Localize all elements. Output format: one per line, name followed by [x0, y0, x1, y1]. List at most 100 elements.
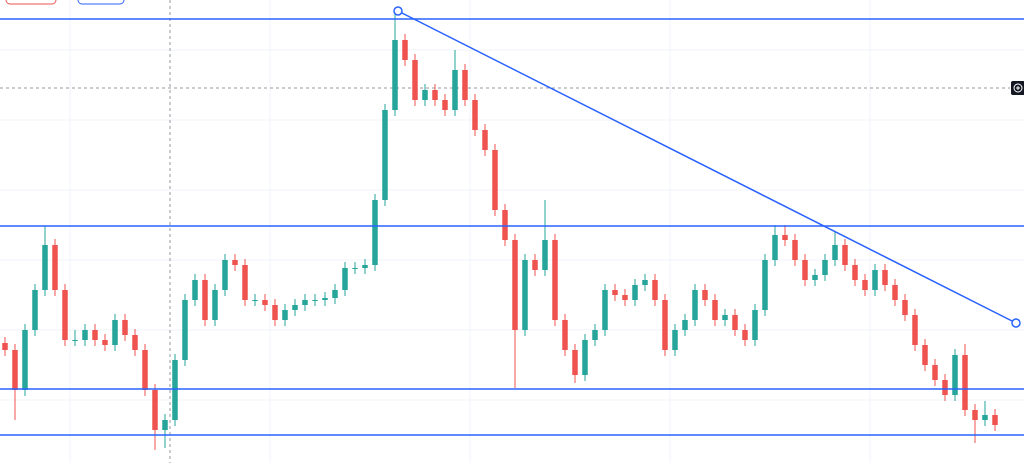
candles	[2, 11, 998, 450]
candle-body	[202, 280, 208, 320]
candle-body	[872, 270, 878, 290]
candle-body	[592, 330, 598, 340]
candle-body	[982, 415, 988, 420]
candle-body	[852, 265, 858, 280]
candle-body	[632, 285, 638, 300]
candle-body	[692, 290, 698, 320]
candle-body	[752, 310, 758, 340]
candle-body	[102, 340, 108, 345]
candle-body	[162, 420, 168, 430]
candle-body	[442, 100, 448, 110]
candle-body	[422, 90, 428, 100]
trend-line-handle	[1011, 318, 1021, 328]
candle-body	[332, 290, 338, 298]
candle-body	[282, 310, 288, 320]
candle-body	[182, 300, 188, 360]
candle-body	[672, 330, 678, 350]
candle-body	[552, 240, 558, 320]
candle-body	[612, 290, 618, 295]
candle-body	[532, 260, 538, 270]
add-button[interactable]	[1011, 81, 1024, 95]
candle-body	[582, 340, 588, 375]
candle-body	[232, 260, 238, 265]
candle-body	[912, 315, 918, 345]
candle-body	[272, 305, 278, 320]
candle-body	[402, 40, 408, 60]
candle-body	[342, 268, 348, 290]
candle-body	[392, 40, 398, 110]
candle-body	[192, 280, 198, 300]
candle-body	[2, 343, 8, 350]
buy-button[interactable]	[77, 0, 125, 5]
candle-body	[292, 305, 298, 310]
candle-body	[812, 275, 818, 280]
candle-body	[152, 390, 158, 430]
candle-body	[362, 265, 368, 268]
candle-body	[932, 365, 938, 380]
toolbar-buttons[interactable]	[5, 0, 125, 5]
candle-body	[82, 330, 88, 340]
candle-body	[952, 355, 958, 395]
candle-body	[132, 335, 138, 350]
drawings	[0, 6, 1024, 436]
candle-body	[492, 150, 498, 210]
candle-body	[802, 260, 808, 280]
candle-body	[172, 360, 178, 420]
candle-body	[682, 320, 688, 330]
candle-body	[882, 270, 888, 285]
candle-body	[312, 300, 318, 301]
candle-body	[212, 290, 218, 320]
candle-body	[32, 290, 38, 330]
candle-body	[412, 60, 418, 100]
candle-body	[792, 240, 798, 260]
candle-body	[762, 260, 768, 310]
candle-body	[322, 298, 328, 300]
candle-body	[262, 300, 268, 305]
candle-body	[862, 280, 868, 290]
candle-body	[302, 300, 308, 305]
candle-body	[382, 110, 388, 200]
candle-body	[352, 268, 358, 269]
candle-body	[112, 320, 118, 345]
candle-body	[772, 235, 778, 260]
candle-body	[482, 130, 488, 150]
candle-body	[782, 235, 788, 240]
candle-body	[902, 300, 908, 315]
candle-body	[42, 245, 48, 290]
sell-button[interactable]	[5, 0, 57, 5]
candle-body	[142, 350, 148, 390]
candle-body	[92, 330, 98, 340]
candle-body	[892, 285, 898, 300]
candle-body	[832, 245, 838, 260]
candle-body	[602, 290, 608, 330]
candle-body	[52, 245, 58, 290]
candle-body	[992, 415, 998, 425]
candle-body	[662, 300, 668, 350]
candle-body	[732, 315, 738, 330]
candle-body	[842, 245, 848, 265]
candle-body	[562, 320, 568, 350]
candle-body	[702, 290, 708, 300]
candle-body	[522, 260, 528, 330]
candle-body	[12, 350, 18, 390]
candle-body	[712, 300, 718, 320]
candle-body	[822, 260, 828, 275]
candle-body	[222, 260, 228, 290]
candle-body	[472, 100, 478, 130]
candle-body	[922, 345, 928, 365]
candle-body	[62, 290, 68, 340]
candle-body	[512, 240, 518, 330]
candle-body	[242, 265, 248, 300]
candle-body	[502, 210, 508, 240]
trend-line	[397, 10, 1017, 324]
candle-body	[452, 70, 458, 110]
candle-body	[622, 295, 628, 300]
candle-body	[22, 330, 28, 390]
candle-body	[432, 90, 438, 100]
candle-body	[572, 350, 578, 375]
candle-body	[722, 315, 728, 320]
